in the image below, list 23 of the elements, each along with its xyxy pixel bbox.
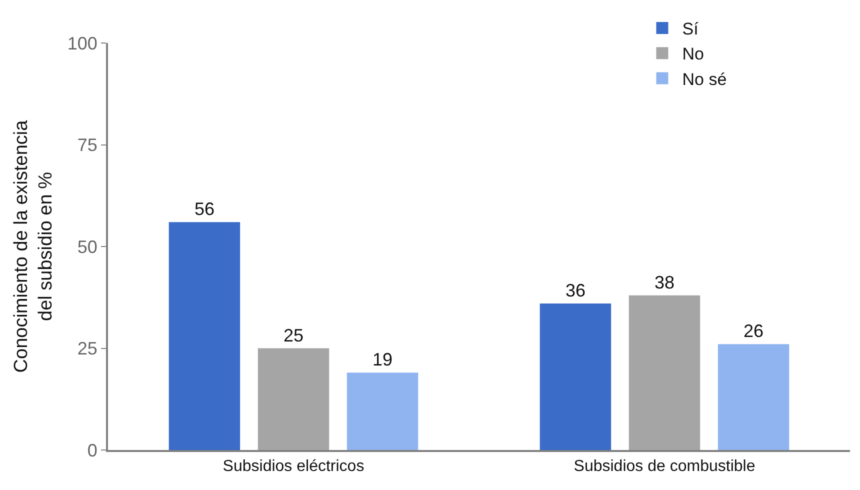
- bar: [628, 295, 700, 450]
- data-label: 25: [283, 325, 304, 346]
- y-tick-label: 25: [77, 338, 98, 359]
- legend-label: Sí: [682, 20, 699, 39]
- y-tick-label: 50: [77, 236, 98, 257]
- bar: [540, 303, 612, 450]
- bar: [258, 348, 330, 450]
- bar: [718, 344, 790, 450]
- legend-label: No: [682, 44, 704, 64]
- bar: [168, 222, 240, 450]
- y-tick-label: 0: [87, 440, 98, 460]
- data-label: 36: [565, 280, 586, 300]
- legend-label: No sé: [682, 70, 727, 89]
- bar: [346, 372, 418, 450]
- data-label: 19: [372, 350, 393, 370]
- data-label: 38: [654, 272, 675, 292]
- x-tick-label: Subsidios de combustible: [574, 458, 756, 476]
- x-tick-label: Subsidios eléctricos: [222, 458, 364, 476]
- y-tick-label: 75: [77, 135, 98, 156]
- data-label: 56: [194, 199, 214, 220]
- data-label: 26: [744, 321, 764, 342]
- y-tick-label: 100: [67, 33, 98, 54]
- y-axis-title: Conocimiento de la existencia del subsidio en %: [11, 120, 57, 373]
